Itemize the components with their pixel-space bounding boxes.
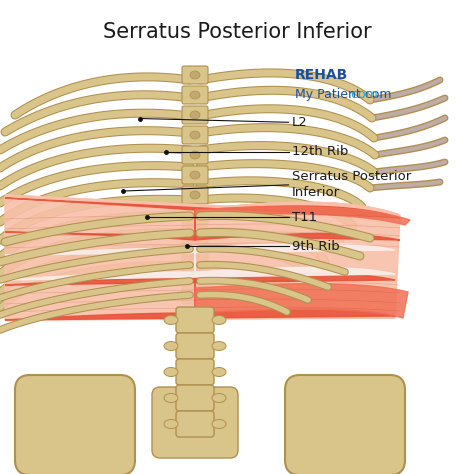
FancyBboxPatch shape xyxy=(176,359,214,385)
Ellipse shape xyxy=(212,419,226,428)
FancyBboxPatch shape xyxy=(182,66,208,84)
FancyBboxPatch shape xyxy=(182,246,208,264)
FancyBboxPatch shape xyxy=(176,411,214,437)
Ellipse shape xyxy=(190,131,200,139)
Text: L2: L2 xyxy=(292,116,307,129)
Text: 12th Rib: 12th Rib xyxy=(292,145,348,158)
Polygon shape xyxy=(5,273,395,320)
FancyBboxPatch shape xyxy=(182,146,208,164)
FancyBboxPatch shape xyxy=(178,360,212,382)
Ellipse shape xyxy=(190,191,200,199)
Polygon shape xyxy=(5,195,400,320)
Text: My Patient.com: My Patient.com xyxy=(295,88,392,101)
Ellipse shape xyxy=(164,419,178,428)
Ellipse shape xyxy=(164,341,178,350)
FancyBboxPatch shape xyxy=(182,266,208,284)
Polygon shape xyxy=(5,243,395,280)
FancyBboxPatch shape xyxy=(182,86,208,104)
Ellipse shape xyxy=(164,316,178,325)
Ellipse shape xyxy=(212,341,226,350)
FancyBboxPatch shape xyxy=(182,226,208,244)
Polygon shape xyxy=(195,202,400,318)
FancyBboxPatch shape xyxy=(182,166,208,184)
Ellipse shape xyxy=(190,111,200,119)
FancyBboxPatch shape xyxy=(182,186,208,204)
FancyBboxPatch shape xyxy=(152,387,238,458)
FancyBboxPatch shape xyxy=(182,286,208,304)
Polygon shape xyxy=(5,310,395,320)
Polygon shape xyxy=(5,198,400,240)
Text: REHAB: REHAB xyxy=(295,68,348,82)
Text: 9th Rib: 9th Rib xyxy=(292,240,339,253)
Ellipse shape xyxy=(190,151,200,159)
Text: Serratus Posterior Inferior: Serratus Posterior Inferior xyxy=(103,22,371,42)
Polygon shape xyxy=(195,283,408,318)
Ellipse shape xyxy=(190,251,200,259)
FancyBboxPatch shape xyxy=(178,312,212,334)
Ellipse shape xyxy=(190,231,200,239)
Ellipse shape xyxy=(190,91,200,99)
FancyBboxPatch shape xyxy=(178,336,212,358)
Ellipse shape xyxy=(212,316,226,325)
FancyBboxPatch shape xyxy=(176,385,214,411)
FancyBboxPatch shape xyxy=(178,384,212,406)
Ellipse shape xyxy=(190,291,200,299)
Text: Serratus Posterior
Inferior: Serratus Posterior Inferior xyxy=(292,170,411,200)
FancyBboxPatch shape xyxy=(15,375,135,474)
Ellipse shape xyxy=(190,71,200,79)
FancyBboxPatch shape xyxy=(176,307,214,333)
FancyBboxPatch shape xyxy=(178,408,212,430)
FancyBboxPatch shape xyxy=(285,375,405,474)
Text: T11: T11 xyxy=(292,210,317,224)
Text: .com: .com xyxy=(348,88,379,101)
FancyBboxPatch shape xyxy=(176,333,214,359)
Polygon shape xyxy=(5,195,400,215)
Ellipse shape xyxy=(190,271,200,279)
Ellipse shape xyxy=(190,171,200,179)
Polygon shape xyxy=(5,195,195,320)
Ellipse shape xyxy=(212,393,226,402)
Ellipse shape xyxy=(190,211,200,219)
Polygon shape xyxy=(195,207,410,225)
FancyBboxPatch shape xyxy=(182,206,208,224)
Ellipse shape xyxy=(212,367,226,376)
Ellipse shape xyxy=(164,367,178,376)
FancyBboxPatch shape xyxy=(182,106,208,124)
FancyBboxPatch shape xyxy=(182,126,208,144)
Ellipse shape xyxy=(164,393,178,402)
